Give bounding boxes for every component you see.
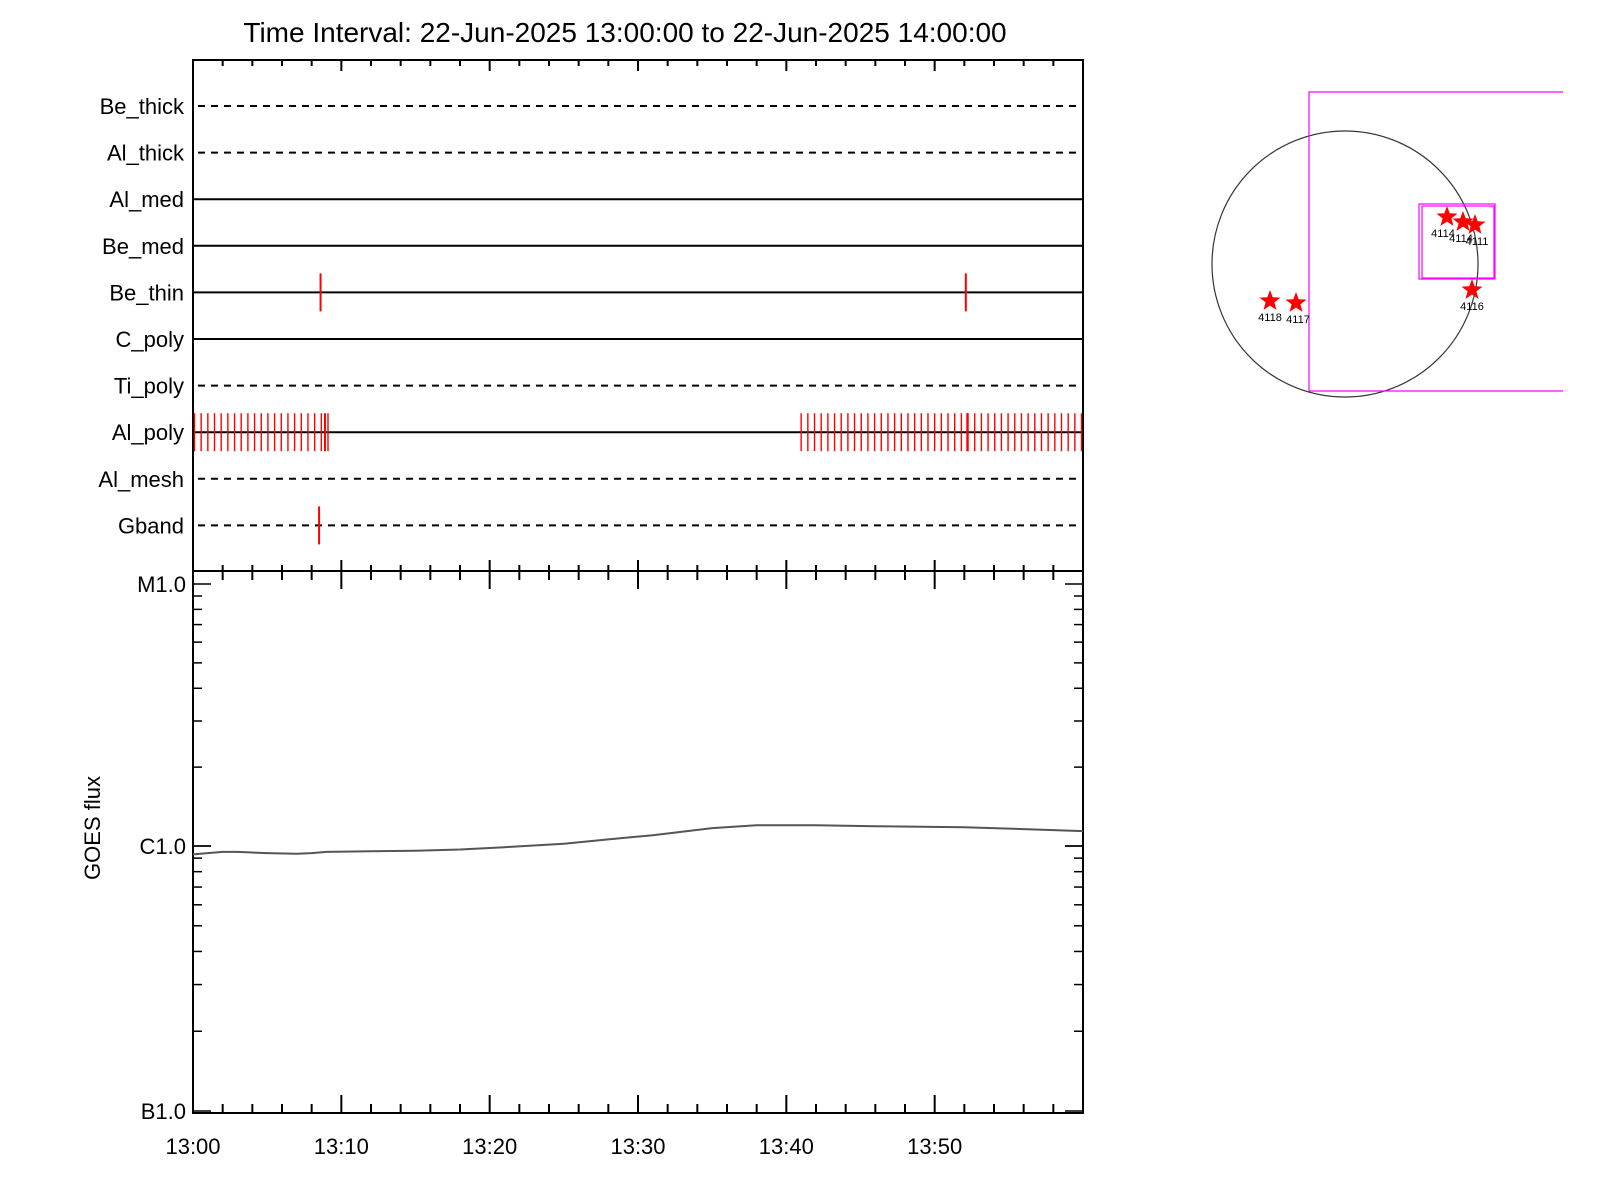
x-tick-label: 13:10 <box>314 1134 369 1159</box>
y-tick-label: M1.0 <box>137 572 186 597</box>
fov-box-large <box>1308 91 1563 392</box>
active-region-star <box>1436 206 1458 226</box>
row-label-ti-poly: Ti_poly <box>114 374 184 399</box>
row-label-al-med: Al_med <box>109 187 184 212</box>
active-region-star <box>1452 211 1474 231</box>
x-tick-label: 13:30 <box>610 1134 665 1159</box>
active-region-star <box>1259 290 1281 310</box>
active-region-label: 4114 <box>1431 228 1455 240</box>
x-tick-label: 13:50 <box>907 1134 962 1159</box>
active-region-star <box>1285 292 1307 312</box>
filter-timeline-panel: Be_thick Al_thick Al_med Be_med Be_thin C_pol… <box>98 59 1084 572</box>
x-tick-label: 13:40 <box>759 1134 814 1159</box>
active-region-label: 4114 <box>1449 233 1473 245</box>
active-region-label: 4117 <box>1286 314 1310 326</box>
timeline-frame <box>192 59 1084 572</box>
active-region-label: 4111 <box>1466 236 1489 248</box>
solar-disk-outline <box>1211 130 1479 398</box>
row-label-al-thick: Al_thick <box>107 141 185 166</box>
x-tick-label: 13:00 <box>165 1134 220 1159</box>
fov-box-small <box>1418 203 1496 280</box>
goes-frame <box>192 570 1084 1114</box>
y-tick-label: B1.0 <box>141 1099 186 1124</box>
row-label-be-med: Be_med <box>102 234 184 259</box>
row-label-al-poly: Al_poly <box>112 420 184 445</box>
active-region-star <box>1461 279 1483 299</box>
goes-flux-axis-label: GOES flux <box>80 776 105 880</box>
y-tick-label: C1.0 <box>140 834 186 859</box>
row-label-gband: Gband <box>118 513 184 538</box>
row-label-be-thick: Be_thick <box>100 94 185 119</box>
active-region-star <box>1464 214 1486 234</box>
x-tick-label: 13:20 <box>462 1134 517 1159</box>
row-label-be-thin: Be_thin <box>109 280 184 305</box>
active-region-label: 4118 <box>1258 312 1282 324</box>
fov-box-small-inner <box>1421 205 1495 279</box>
goes-flux-line <box>192 824 1084 856</box>
active-region-label: 4116 <box>1460 301 1484 313</box>
chart-title: Time Interval: 22-Jun-2025 13:00:00 to 2… <box>243 17 1006 48</box>
row-label-c-poly: C_poly <box>116 327 184 352</box>
row-label-al-mesh: Al_mesh <box>98 467 184 492</box>
goes-flux-panel: 13:00 13:10 13:20 13:30 13:40 13:50 M1.0 C1.0 B1… <box>137 570 1084 1159</box>
